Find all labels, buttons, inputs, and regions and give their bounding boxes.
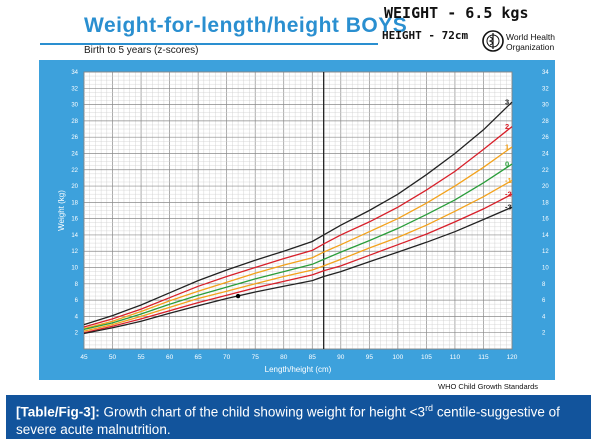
series-label--1: -1: [505, 176, 512, 185]
x-tick-label: 65: [195, 354, 203, 361]
series-label-2: 2: [505, 122, 509, 131]
title-rule: [40, 43, 378, 45]
who-emblem-icon: [482, 30, 504, 52]
caption-text: Growth chart of the child showing weight…: [99, 404, 426, 420]
y-tick-label-right: 18: [542, 200, 549, 206]
series-line-1: [83, 146, 513, 330]
y-tick-label: 10: [71, 266, 78, 272]
y-tick-label-right: 26: [542, 135, 549, 141]
figure-caption: [Table/Fig-3]: Growth chart of the child…: [16, 400, 581, 438]
y-tick-label-right: 8: [542, 282, 546, 288]
y-tick-label-right: 6: [542, 298, 546, 304]
who-name: World Health Organization: [506, 32, 586, 52]
y-tick-label: 2: [75, 331, 79, 337]
figure-caption-box: [Table/Fig-3]: Growth chart of the child…: [6, 395, 591, 439]
y-tick-label-right: 4: [542, 314, 546, 320]
caption-text-end: centile-suggestive of severe acute malnu…: [16, 404, 560, 437]
x-tick-label: 110: [450, 354, 461, 361]
series-label-3: 3: [505, 98, 509, 107]
x-tick-label: 50: [109, 354, 117, 361]
series-label--2: -2: [505, 190, 512, 199]
y-tick-label-right: 34: [542, 70, 549, 76]
series-label-0: 0: [505, 160, 509, 169]
series-line--2: [83, 193, 513, 334]
y-tick-label: 12: [71, 249, 78, 255]
y-tick-label-right: 28: [542, 119, 549, 125]
caption-sup: rd: [425, 403, 434, 413]
y-tick-label: 4: [75, 314, 79, 320]
y-tick-label: 28: [71, 119, 78, 125]
y-tick-label: 6: [75, 298, 79, 304]
y-tick-label-right: 22: [542, 168, 549, 174]
who-credit: WHO Child Growth Standards: [438, 382, 539, 391]
y-tick-label: 24: [71, 151, 78, 157]
x-tick-label: 45: [80, 354, 88, 361]
series-line-0: [83, 163, 513, 331]
y-tick-label-right: 20: [542, 184, 549, 190]
y-tick-label-right: 12: [542, 249, 549, 255]
y-tick-label-right: 14: [542, 233, 549, 239]
y-tick-label-right: 10: [542, 266, 549, 272]
x-tick-label: 70: [223, 354, 231, 361]
y-tick-label: 14: [71, 233, 78, 239]
chart-subtitle: Birth to 5 years (z-scores): [84, 45, 199, 56]
who-name-line2: Organization: [506, 42, 555, 52]
x-axis-label: Length/height (cm): [265, 365, 332, 374]
y-tick-label: 20: [71, 184, 78, 190]
y-tick-label: 18: [71, 200, 78, 206]
x-tick-label: 60: [166, 354, 174, 361]
series-line-3: [83, 101, 513, 326]
x-tick-label: 80: [280, 354, 288, 361]
caption-label: [Table/Fig-3]:: [16, 404, 100, 420]
y-tick-label-right: 16: [542, 217, 549, 223]
series-line--1: [83, 179, 513, 332]
y-tick-label-right: 2: [542, 331, 546, 337]
x-tick-label: 75: [252, 354, 260, 361]
y-tick-label-right: 32: [542, 86, 549, 92]
series-label--3: -3: [505, 203, 512, 212]
y-tick-label: 30: [71, 103, 78, 109]
handwritten-height-note: HEIGHT - 72cm: [382, 29, 469, 42]
y-tick-label-right: 30: [542, 103, 549, 109]
x-tick-label: 115: [478, 354, 489, 361]
series-label-1: 1: [505, 142, 509, 151]
x-tick-label: 100: [392, 354, 403, 361]
y-tick-label: 16: [71, 217, 78, 223]
y-tick-label: 34: [71, 70, 78, 76]
x-tick-label: 120: [507, 354, 518, 361]
x-tick-label: 90: [337, 354, 345, 361]
series-line--3: [83, 206, 513, 335]
y-tick-label: 26: [71, 135, 78, 141]
series-line-2: [83, 126, 513, 328]
y-axis-label: Weight (kg): [57, 190, 66, 231]
y-tick-label: 32: [71, 86, 78, 92]
y-tick-label: 8: [75, 282, 79, 288]
y-tick-label: 22: [71, 168, 78, 174]
chart-title: Weight-for-length/height BOYS: [84, 14, 408, 37]
x-tick-label: 55: [137, 354, 145, 361]
x-tick-label: 95: [366, 354, 374, 361]
x-tick-label: 85: [309, 354, 317, 361]
chart-header: Weight-for-length/height BOYS Birth to 5…: [0, 0, 598, 56]
handwritten-weight-note: WEIGHT - 6.5 kgs: [384, 4, 529, 22]
x-tick-label: 105: [421, 354, 432, 361]
who-name-line1: World Health: [506, 32, 555, 42]
y-tick-label-right: 24: [542, 151, 549, 157]
child-data-point: [235, 293, 241, 299]
